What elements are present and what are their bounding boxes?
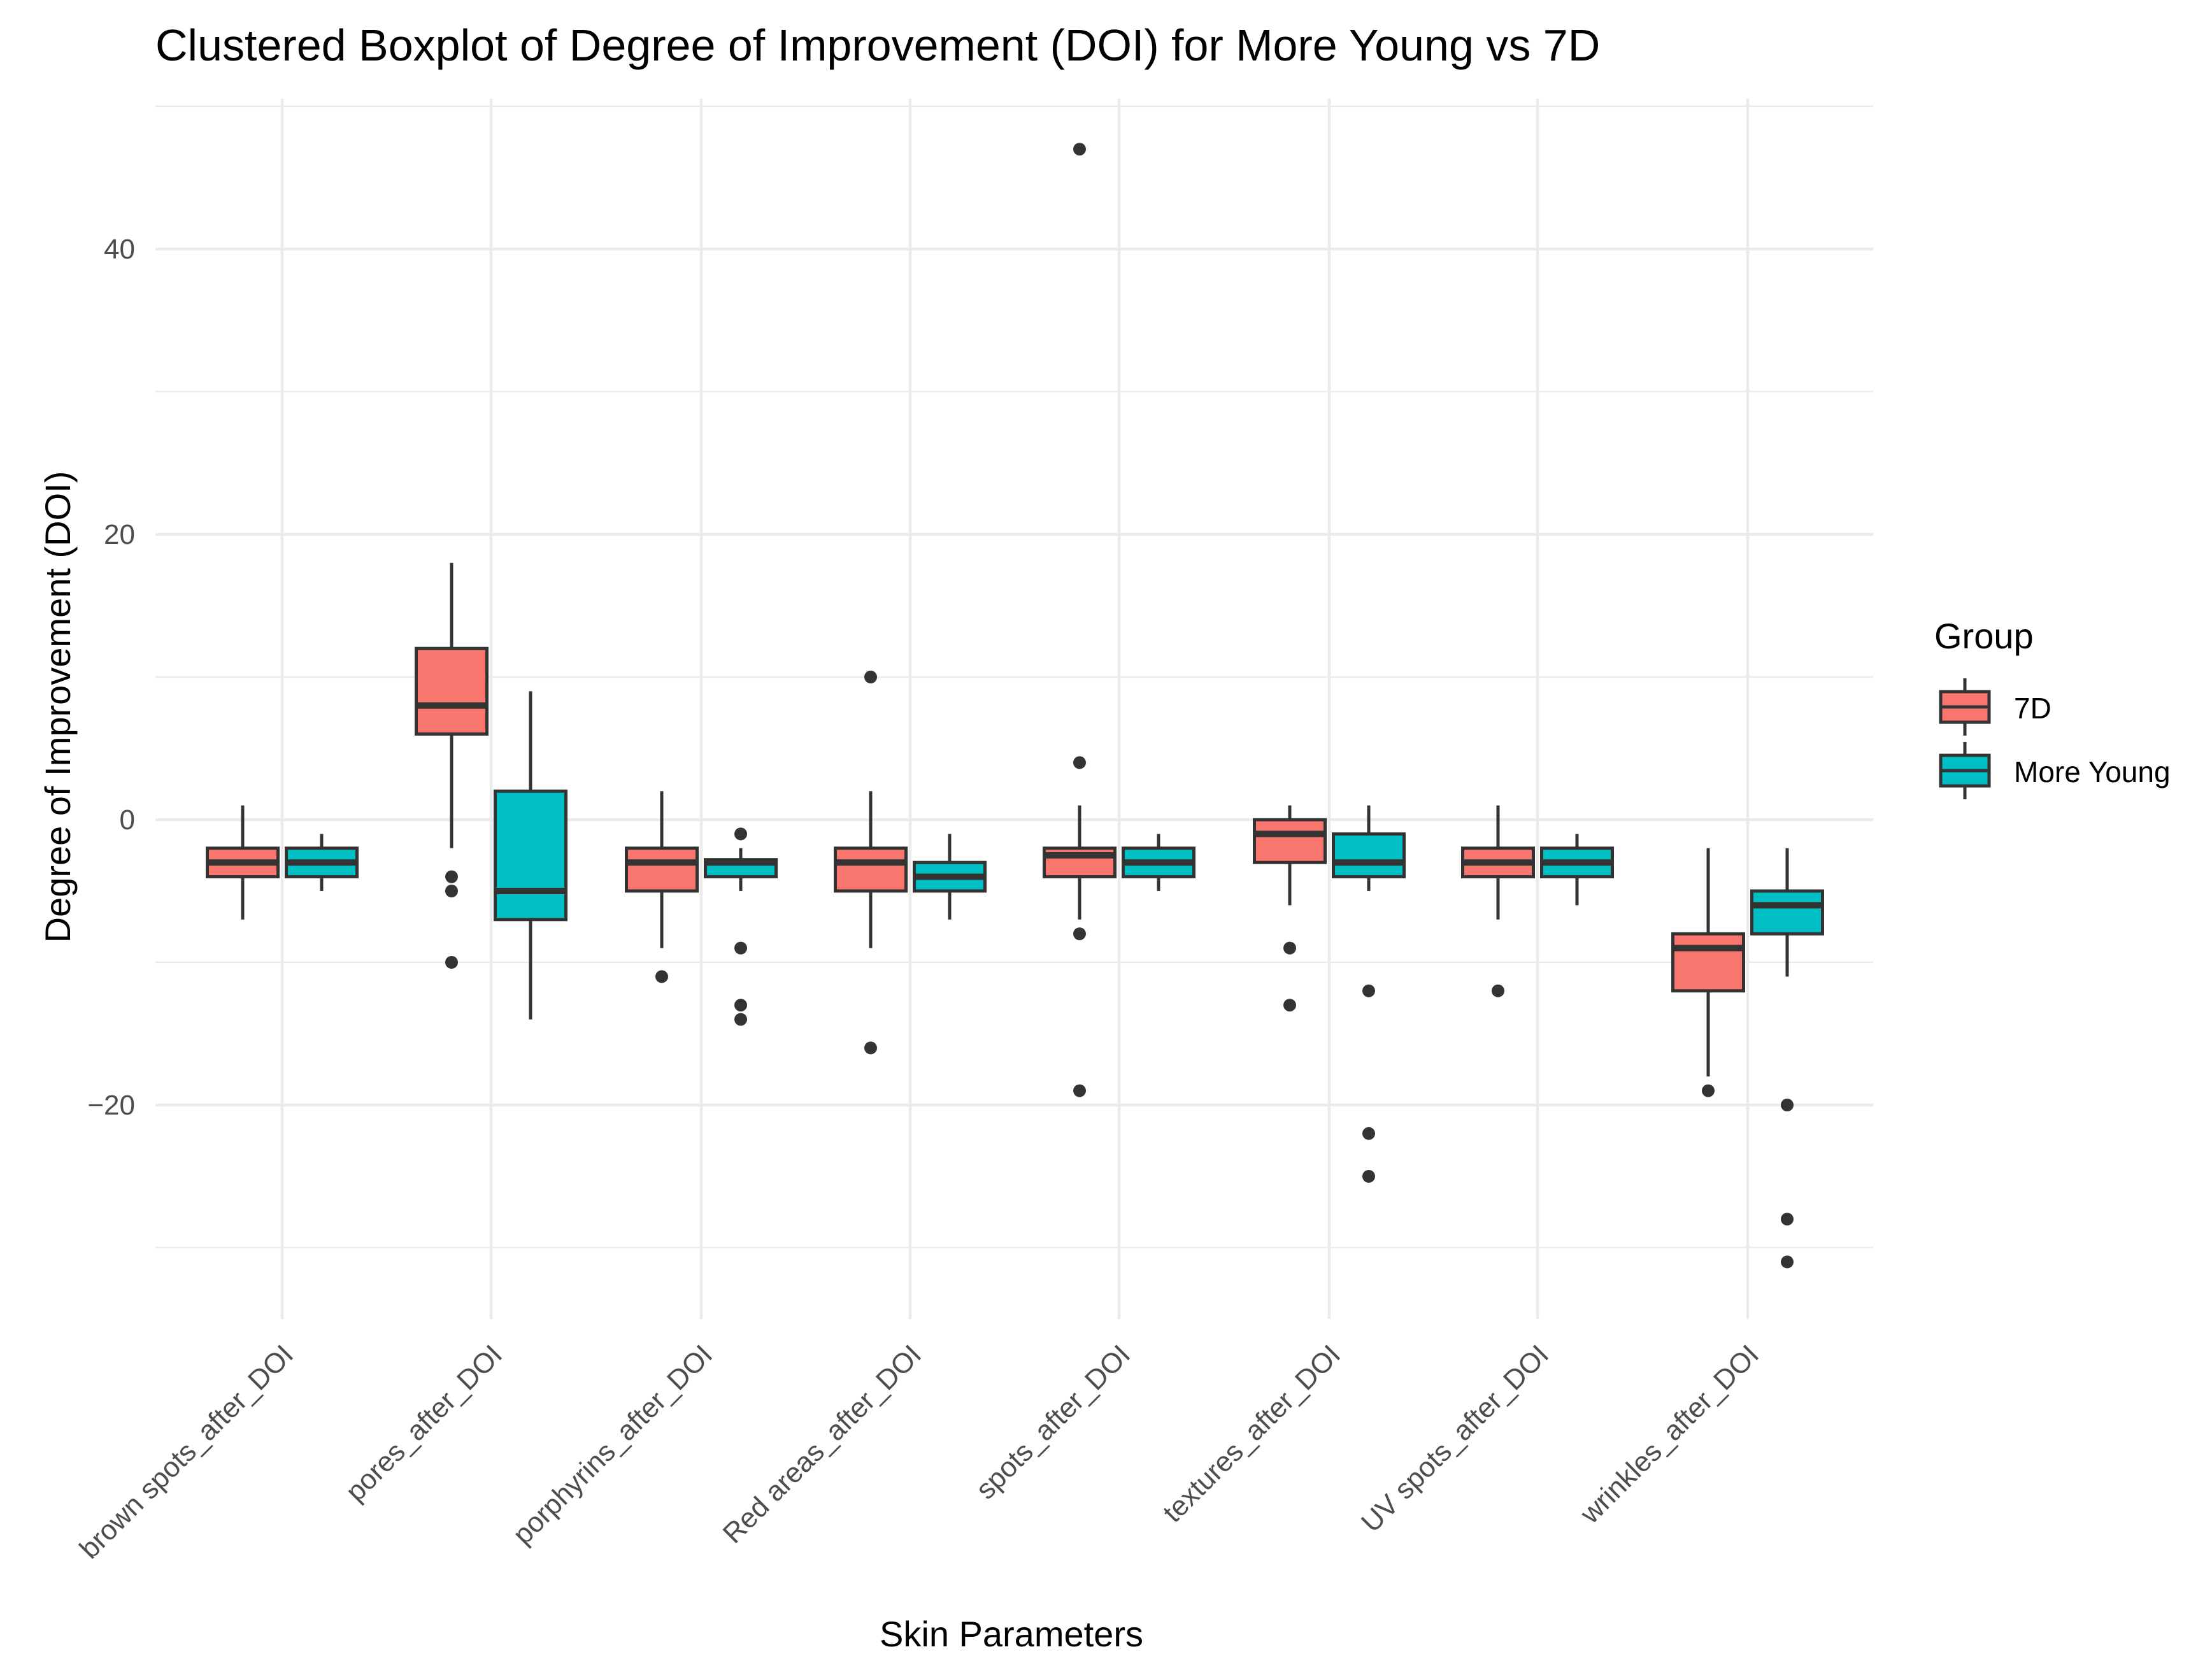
outlier-point	[1781, 1255, 1794, 1269]
y-tick-label: 40	[104, 234, 135, 265]
y-tick-label: 0	[120, 804, 135, 836]
outlier-point	[1283, 941, 1296, 955]
y-tick-label: −20	[87, 1090, 135, 1121]
box-more-young	[1332, 805, 1406, 1183]
outlier-point	[445, 885, 458, 897]
x-tick-label: textures_after_DOI	[1157, 1339, 1347, 1529]
outlier-point	[1702, 1084, 1715, 1097]
tick-labels: −20 0 20 40 brown spots_after_DOI pores_after…	[73, 234, 1765, 1565]
outlier-point	[1073, 143, 1086, 156]
outlier-point	[1283, 999, 1296, 1012]
box-iqr	[1332, 832, 1406, 879]
x-tick-label: spots_after_DOI	[970, 1339, 1136, 1505]
chart-title: Clustered Boxplot of Degree of Improveme…	[155, 20, 1600, 70]
box-7d	[206, 805, 280, 920]
outlier-point	[734, 999, 747, 1012]
box-iqr	[494, 789, 567, 922]
legend-label: 7D	[2014, 692, 2051, 725]
outlier-point	[1362, 1127, 1375, 1140]
y-axis-title: Degree of Improvement (DOI)	[38, 471, 78, 943]
box-iqr	[625, 846, 699, 893]
outlier-point	[1073, 756, 1086, 769]
legend-label: More Young	[2014, 755, 2171, 788]
x-tick-label: brown spots_after_DOI	[73, 1339, 299, 1565]
box-more-young	[494, 691, 567, 1020]
outlier-point	[1781, 1213, 1794, 1226]
x-tick-label: pores_after_DOI	[339, 1339, 508, 1508]
outlier-point	[864, 671, 877, 683]
box-iqr	[1671, 932, 1745, 993]
outlier-point	[445, 956, 458, 969]
box-more-young	[1750, 848, 1824, 1269]
box-iqr	[415, 646, 489, 736]
box-more-young	[1122, 834, 1195, 891]
x-tick-label: porphyrins_after_DOI	[507, 1339, 718, 1550]
grid	[155, 99, 1873, 1319]
outlier-point	[445, 870, 458, 883]
outlier-point	[864, 1041, 877, 1055]
box-more-young	[285, 834, 359, 891]
box-7d	[1461, 805, 1535, 997]
x-tick-label: Red areas_after_DOI	[717, 1339, 927, 1549]
y-tick-label: 20	[104, 519, 135, 550]
outlier-point	[655, 970, 668, 983]
legend: Group 7D More Young	[1934, 616, 2171, 799]
box-7d	[1671, 848, 1745, 1097]
box-iqr	[1750, 889, 1824, 936]
box-7d	[1253, 805, 1327, 1012]
outlier-point	[1492, 984, 1504, 997]
box-7d	[625, 791, 699, 983]
outlier-point	[734, 827, 747, 841]
box-more-young	[913, 834, 987, 920]
box-more-young	[704, 827, 778, 1026]
legend-title: Group	[1934, 616, 2034, 656]
legend-key-more-young: More Young	[1939, 742, 2171, 799]
outlier-point	[1362, 984, 1375, 997]
legend-key-7d: 7D	[1939, 678, 2051, 736]
box-7d	[415, 562, 489, 969]
box-7d	[834, 671, 908, 1055]
outlier-point	[1781, 1099, 1794, 1111]
box-iqr	[1253, 818, 1327, 864]
outlier-point	[734, 941, 747, 955]
x-tick-label: wrinkles_after_DOI	[1574, 1339, 1765, 1530]
boxes	[206, 143, 1824, 1269]
box-iqr	[834, 846, 908, 893]
outlier-point	[1073, 927, 1086, 941]
outlier-point	[1362, 1170, 1375, 1183]
outlier-point	[734, 1013, 747, 1026]
x-axis-title: Skin Parameters	[880, 1614, 1143, 1654]
x-tick-label: UV spots_after_DOI	[1355, 1339, 1555, 1538]
box-7d	[1043, 143, 1117, 1097]
outlier-point	[1073, 1084, 1086, 1097]
box-more-young	[1540, 834, 1614, 906]
